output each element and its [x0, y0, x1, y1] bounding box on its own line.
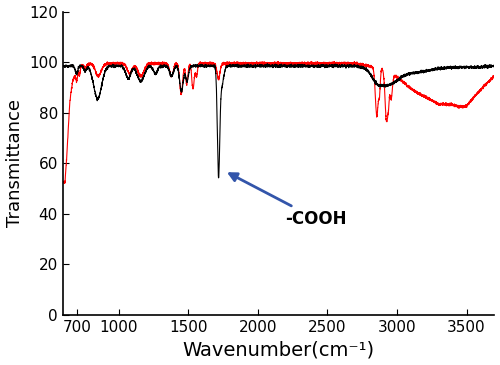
Y-axis label: Transmittance: Transmittance [6, 99, 24, 227]
X-axis label: Wavenumber(cm⁻¹): Wavenumber(cm⁻¹) [182, 341, 374, 360]
Text: -COOH: -COOH [230, 174, 347, 228]
